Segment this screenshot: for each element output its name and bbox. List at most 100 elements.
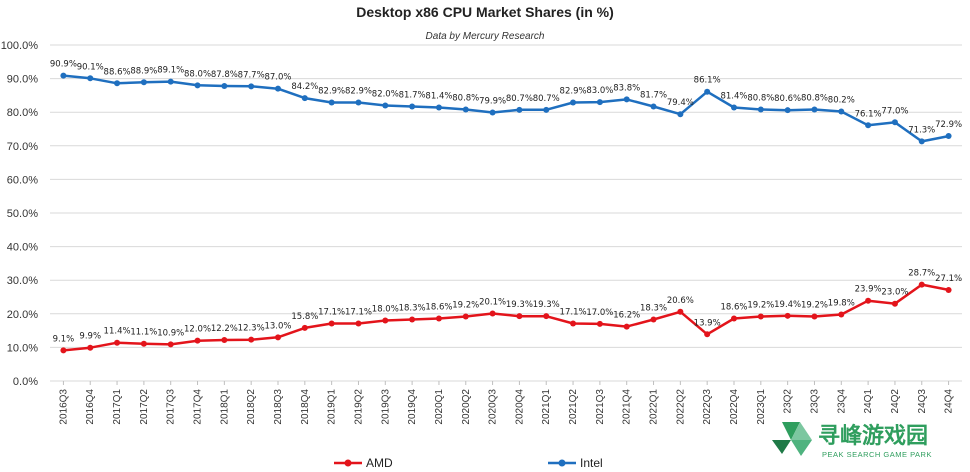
intel-data-point: [704, 88, 711, 95]
amd-series-line: [63, 283, 949, 352]
amd-data-label: 9.1%: [53, 334, 75, 344]
amd-data-label: 19.4%: [774, 300, 801, 310]
x-tick-label: 23Q4: [836, 389, 847, 414]
amd-data-point: [516, 313, 523, 320]
x-tick-label: 2017Q4: [193, 389, 204, 425]
intel-data-label: 87.0%: [264, 73, 291, 83]
legend-amd-marker: [344, 459, 352, 467]
legend-amd-label: AMD: [366, 456, 393, 470]
y-tick-label: 50.0%: [7, 208, 38, 220]
intel-data-label: 80.8%: [452, 94, 479, 104]
intel-data-point: [570, 99, 577, 106]
intel-data-label: 80.7%: [533, 94, 560, 104]
intel-data-label: 80.2%: [828, 96, 855, 106]
x-tick-label: 2022Q2: [675, 389, 686, 425]
intel-series-line: [63, 74, 949, 143]
amd-data-point: [677, 308, 684, 315]
intel-data-label: 88.6%: [104, 67, 131, 77]
intel-data-label: 81.7%: [399, 90, 426, 100]
chart-title: Desktop x86 CPU Market Shares (in %): [356, 4, 614, 20]
intel-data-point: [677, 111, 684, 118]
intel-data-point: [891, 119, 898, 126]
intel-data-label: 80.7%: [506, 94, 533, 104]
amd-data-point: [623, 323, 630, 330]
x-tick-label: 2022Q4: [729, 389, 740, 425]
intel-data-point: [543, 106, 550, 113]
amd-data-point: [275, 334, 281, 341]
x-tick-label: 24Q4: [944, 389, 955, 414]
intel-data-label: 88.9%: [130, 66, 157, 76]
intel-data-label: 84.2%: [291, 82, 318, 92]
watermark-logo-icon: [772, 422, 812, 456]
intel-data-label: 87.8%: [211, 70, 238, 80]
amd-data-label: 10.9%: [157, 328, 184, 338]
amd-data-label: 18.3%: [640, 304, 667, 314]
amd-data-point: [838, 311, 845, 318]
y-tick-label: 100.0%: [1, 40, 39, 52]
intel-data-point: [328, 99, 335, 106]
amd-data-point: [194, 337, 201, 344]
intel-data-label: 79.9%: [479, 97, 506, 107]
intel-data-label: 80.8%: [747, 94, 774, 104]
intel-data-label: 81.4%: [425, 91, 452, 101]
intel-data-label: 82.9%: [560, 86, 587, 96]
amd-data-point: [248, 336, 255, 343]
x-tick-label: 2019Q4: [407, 389, 418, 425]
amd-data-point: [543, 313, 550, 320]
y-tick-label: 90.0%: [7, 74, 38, 86]
amd-data-label: 19.2%: [452, 300, 479, 310]
intel-data-point: [623, 96, 630, 103]
intel-data-point: [596, 99, 603, 106]
x-tick-label: 2018Q4: [300, 389, 311, 425]
intel-data-point: [489, 109, 496, 116]
amd-data-point: [704, 331, 711, 338]
x-tick-label: 24Q2: [890, 389, 901, 414]
series-group: 9.1% 9.9%11.4% 11.1% 10.9% 12.0% 12.2% 12.3% 13…: [50, 60, 962, 354]
amd-data-point: [60, 347, 67, 354]
x-tick-label: 2017Q3: [166, 389, 177, 425]
intel-data-point: [945, 133, 952, 140]
amd-data-label: 16.2%: [613, 311, 640, 321]
amd-data-label: 19.3%: [533, 300, 560, 310]
intel-data-point: [87, 75, 94, 82]
x-tick-label: 2021Q2: [568, 389, 579, 425]
intel-data-point: [355, 99, 362, 106]
x-tick-label: 2017Q2: [139, 389, 150, 425]
x-tick-label: 23Q3: [809, 389, 820, 414]
intel-data-label: 80.6%: [774, 94, 801, 104]
intel-data-label: 79.4%: [667, 98, 694, 108]
amd-data-point: [811, 313, 818, 320]
intel-data-point: [650, 103, 657, 110]
amd-data-label: 17.0%: [586, 308, 613, 318]
intel-data-point: [516, 106, 523, 113]
x-tick-label: 2019Q2: [353, 389, 364, 425]
amd-data-point: [650, 316, 657, 323]
amd-data-label: 27.1%: [935, 274, 962, 284]
amd-data-label: 19.2%: [747, 300, 774, 310]
amd-data-label: 18.0%: [372, 305, 399, 315]
amd-data-point: [221, 337, 228, 344]
legend-intel-label: Intel: [580, 456, 603, 470]
y-tick-label: 80.0%: [7, 107, 38, 119]
intel-data-point: [194, 82, 201, 89]
amd-data-label: 11.4%: [104, 327, 131, 337]
amd-data-label: 17.1%: [318, 308, 345, 318]
amd-data-point: [865, 297, 872, 304]
intel-data-label: 71.3%: [908, 125, 935, 135]
x-tick-label: 2020Q4: [514, 389, 525, 425]
intel-data-label: 77.0%: [881, 106, 908, 116]
amd-data-point: [757, 313, 764, 320]
y-tick-label: 0.0%: [13, 376, 38, 388]
intel-data-label: 83.8%: [613, 83, 640, 93]
intel-data-point: [114, 80, 121, 87]
amd-data-point: [328, 320, 335, 327]
amd-data-label: 23.9%: [855, 285, 882, 295]
amd-data-label: 19.3%: [506, 300, 533, 310]
x-tick-label: 2019Q1: [327, 389, 338, 425]
amd-data-label: 12.0%: [184, 325, 211, 335]
intel-data-label: 87.7%: [238, 70, 265, 80]
amd-data-label: 12.3%: [238, 324, 265, 334]
intel-data-label: 82.0%: [372, 89, 399, 99]
intel-data-label: 82.9%: [345, 86, 372, 96]
